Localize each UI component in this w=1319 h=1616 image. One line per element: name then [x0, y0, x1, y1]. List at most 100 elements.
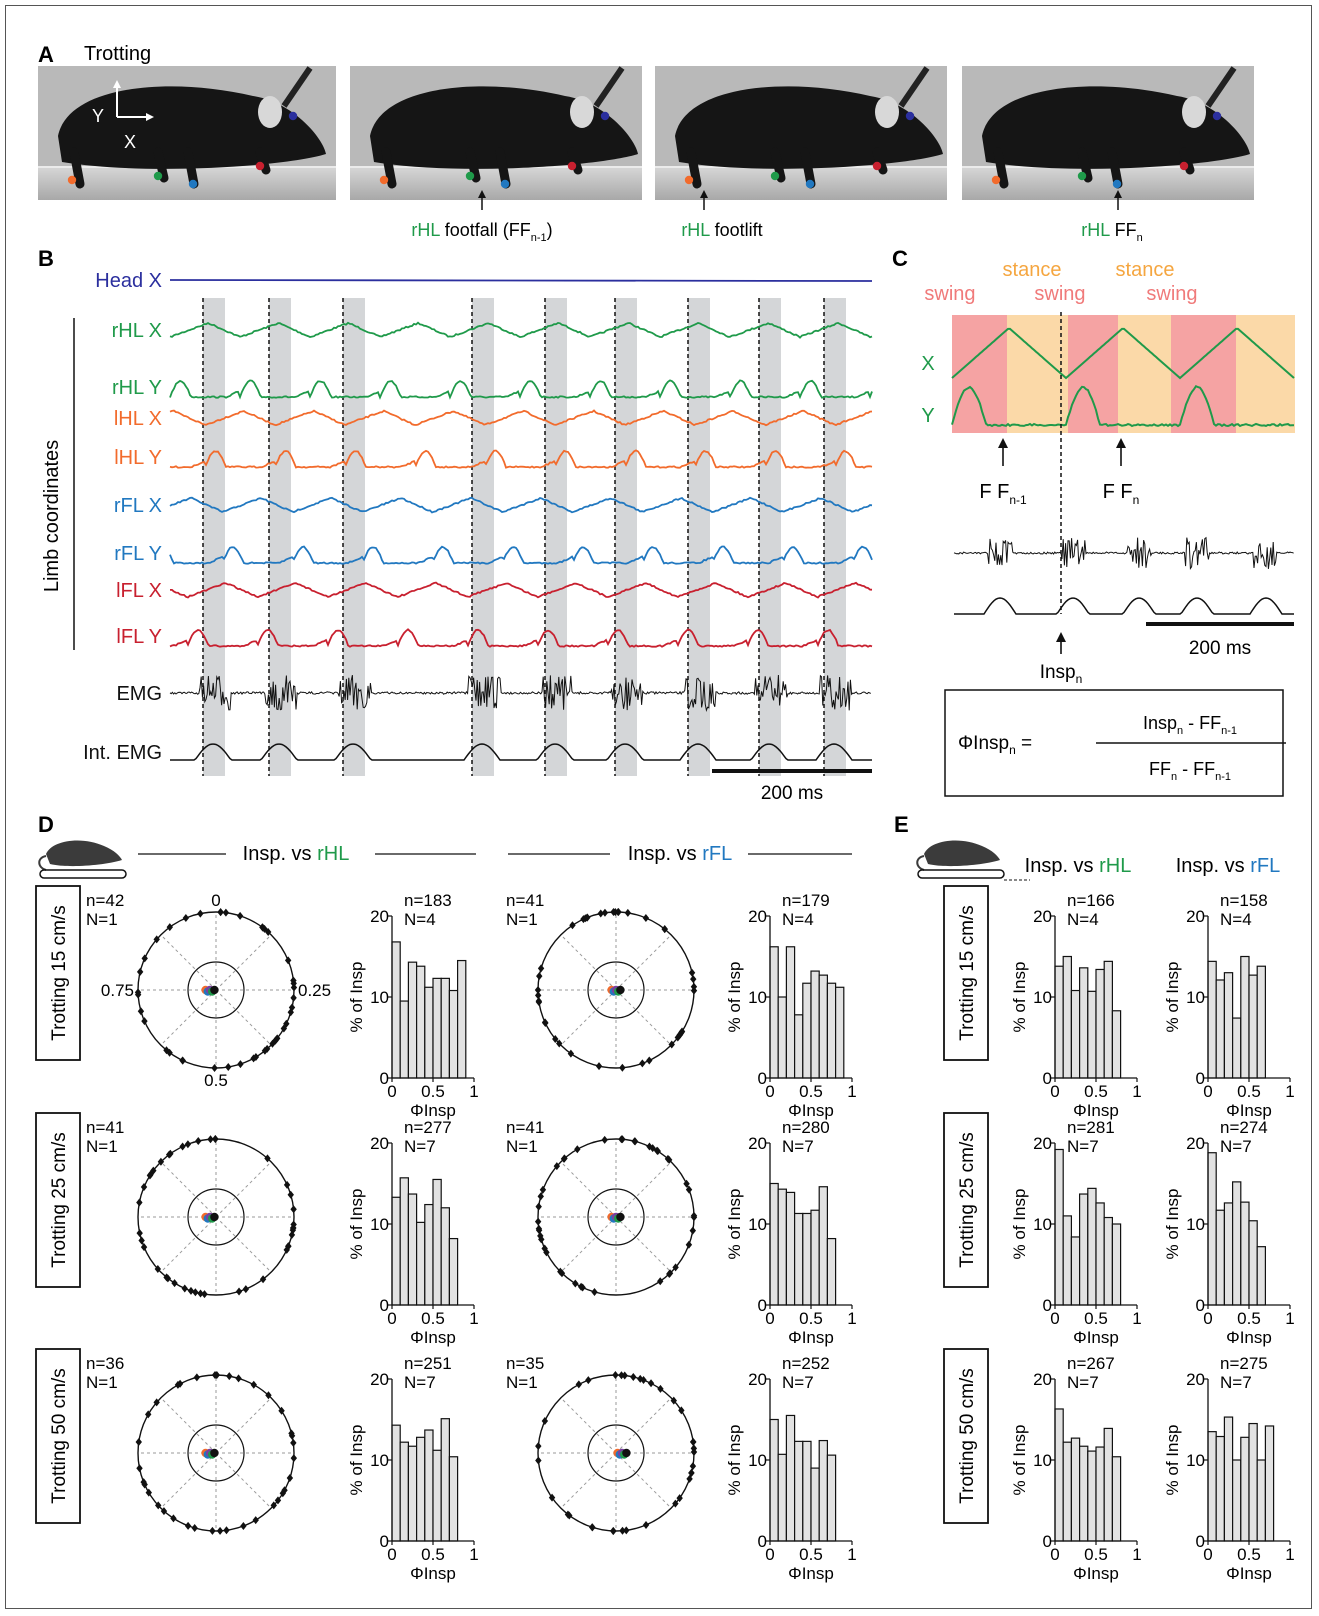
- polar-phase-marker: [141, 954, 148, 963]
- histogram-x-tick-label: 1: [847, 1545, 856, 1564]
- polar-phase-marker: [181, 1284, 188, 1293]
- polar-phase-marker: [288, 1429, 295, 1438]
- trace-label: lHL X: [114, 408, 162, 430]
- polar-n-label: n=41: [506, 891, 544, 910]
- mouse-icon: [916, 840, 1030, 881]
- header-d-rhl: Insp. vs rHL: [243, 843, 350, 865]
- polar-phase-marker: [685, 1240, 693, 1249]
- trace-label: rFL Y: [114, 543, 162, 565]
- polar-phase-marker: [639, 1059, 646, 1068]
- polar-phase-marker: [657, 1384, 664, 1393]
- condition-label: Trotting 25 cm/s: [957, 1132, 978, 1268]
- tracking-marker: [991, 175, 1001, 185]
- polar-phase-marker: [552, 1034, 559, 1043]
- histogram-bar: [802, 1440, 812, 1542]
- histogram-bar: [1111, 1010, 1122, 1079]
- histogram-bar: [424, 1429, 434, 1542]
- polar-phase-marker: [155, 1501, 162, 1510]
- polar-phase-marker: [136, 1198, 143, 1207]
- polar-phase-marker: [618, 1371, 625, 1380]
- polar-phase-marker: [595, 1062, 603, 1071]
- histogram-bar: [777, 996, 788, 1079]
- polar-phase-marker: [288, 1230, 296, 1239]
- histogram-x-tick-label: 0: [1203, 1082, 1212, 1101]
- mouse-leg: [153, 147, 169, 183]
- histogram-y-label: % of Insp: [1163, 1425, 1182, 1496]
- formula-den-b-sub: n-1: [1215, 771, 1231, 783]
- polar-phase-marker: [601, 908, 609, 917]
- histogram-x-tick-label: 1: [847, 1082, 856, 1101]
- header-e-rhl: Insp. vs rHL: [1025, 855, 1132, 877]
- polar-grid-spoke: [615, 1216, 672, 1273]
- svg-text:rHL footfall (FFn-1): rHL footfall (FFn-1): [411, 220, 552, 244]
- polar-phase-marker: [567, 1049, 575, 1058]
- histogram-x-tick-label: 0.5: [799, 1082, 823, 1101]
- polar-phase-marker: [676, 1494, 683, 1503]
- polar-phase-marker: [561, 1154, 568, 1163]
- histogram-x-tick-label: 0.5: [799, 1545, 823, 1564]
- histogram-bar: [407, 961, 418, 1079]
- polar-grid-spoke: [615, 989, 672, 1046]
- histogram-bar: [1062, 955, 1072, 1079]
- polar-phase-marker: [646, 1056, 653, 1065]
- histogram-x-label: ΦInsp: [1073, 1564, 1119, 1583]
- polar-plot: [535, 1371, 698, 1535]
- polar-phase-marker: [259, 1275, 267, 1284]
- histogram-bar: [1087, 1187, 1097, 1306]
- polar-phase-marker: [237, 1060, 244, 1069]
- polar-phase-marker: [135, 1438, 142, 1447]
- polar-phase-marker: [289, 1224, 297, 1233]
- polar-phase-marker: [182, 914, 190, 923]
- polar-phase-marker: [222, 908, 230, 917]
- polar-phase-marker: [534, 985, 542, 994]
- histogram-y-label: % of Insp: [347, 1189, 366, 1260]
- trace-c-y: [951, 384, 1295, 428]
- histogram-bar: [793, 1014, 804, 1079]
- ff-label-base: F F: [1103, 481, 1133, 503]
- polar-phase-marker: [136, 1464, 143, 1473]
- mouse-leg: [567, 147, 583, 175]
- header-e-rfl-text: Insp. vs: [1176, 855, 1250, 877]
- tracking-marker: [872, 161, 882, 171]
- histogram-bar: [810, 1467, 820, 1542]
- histogram-x-tick-label: 0.5: [799, 1309, 823, 1328]
- histogram-bar: [1240, 1436, 1250, 1542]
- histogram-x-label: ΦInsp: [1226, 1564, 1272, 1583]
- panel-letter-a: A: [38, 42, 54, 67]
- histogram-x-label: ΦInsp: [788, 1328, 834, 1347]
- polar-phase-marker: [649, 1144, 656, 1153]
- limb-coordinates-label: Limb coordinates: [41, 440, 63, 592]
- condition-box: Trotting 15 cm/s: [943, 885, 989, 1061]
- polar-grid-spoke: [160, 1397, 217, 1454]
- trace-label: rFL X: [114, 495, 162, 517]
- mouse-leg: [1107, 147, 1123, 189]
- formula-box: ΦInspn = Inspn - FFn-1 FFn - FFn-1: [944, 689, 1286, 797]
- polar-phase-marker: [637, 1374, 644, 1383]
- trace-limb: [170, 581, 873, 599]
- phase-label: swing: [924, 283, 975, 305]
- histogram-bar: [818, 1186, 829, 1306]
- polar-label-bottom: 0.5: [204, 1071, 228, 1090]
- polar-phase-marker: [686, 1474, 693, 1483]
- caption-footfall-sub: n-1: [531, 232, 547, 244]
- polar-grid-spoke: [615, 1397, 672, 1454]
- histogram-y-tick-label: 20: [370, 1134, 389, 1153]
- polar-phase-marker: [647, 1379, 655, 1388]
- phase-label: swing: [1034, 283, 1085, 305]
- polar-grid-spoke: [615, 1161, 672, 1218]
- header-e-rfl-limb: rFL: [1250, 855, 1280, 877]
- polar-grid-spoke: [160, 1216, 217, 1273]
- polar-plot: [136, 1135, 297, 1299]
- mouse-icons: [38, 840, 1030, 881]
- histogram-bar: [1062, 1215, 1072, 1306]
- panels-d-e: Trotting 15 cm/sn=42N=100.250.50.7501020…: [35, 885, 1295, 1583]
- polar-phase-marker: [171, 1279, 178, 1288]
- histogram-y-label: % of Insp: [725, 1189, 744, 1260]
- histogram-bar: [1070, 1236, 1081, 1306]
- polar-phase-marker: [537, 1192, 544, 1201]
- polar-phase-marker: [631, 1137, 639, 1146]
- histogram-bar: [785, 1191, 796, 1306]
- polar-plot: [534, 908, 698, 1072]
- polar-phase-marker: [157, 1157, 165, 1166]
